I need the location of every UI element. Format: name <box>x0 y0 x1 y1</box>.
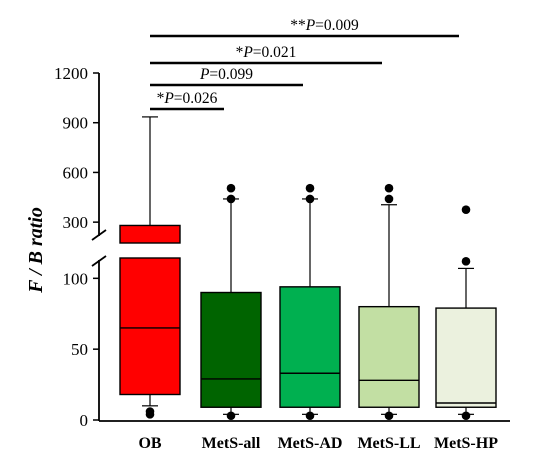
x-category-label: MetS-AD <box>278 435 343 452</box>
significance-label: *P=0.021 <box>236 44 297 61</box>
significance-brackets: *P=0.026 P=0.099 *P=0.021 **P=0.009 <box>150 17 459 111</box>
y-tick-label: 50 <box>71 340 88 359</box>
y-tick-label: 0 <box>80 411 89 430</box>
x-category-label: OB <box>138 435 161 452</box>
axes: 0 50 100 300 600 900 1200 <box>54 64 510 430</box>
box-body <box>279 286 341 408</box>
box-body <box>200 291 262 408</box>
outlier-point <box>461 257 471 266</box>
y-axis-label: F / B ratio <box>25 207 47 294</box>
significance-label: *P=0.026 <box>157 90 218 107</box>
y-tick-label: 1200 <box>54 64 88 83</box>
box-body <box>435 307 497 408</box>
x-category-label: MetS-HP <box>434 435 498 452</box>
x-category-label: MetS-all <box>202 435 261 452</box>
box-body <box>358 305 420 408</box>
outlier-point <box>145 410 155 419</box>
outlier-point <box>461 411 471 421</box>
outlier-point <box>226 411 236 421</box>
y-tick-label: 900 <box>63 114 89 133</box>
box-mets-hp: MetS-HP <box>434 205 498 452</box>
boxes: OB MetS-all MetS-AD MetS-LL MetS-HP <box>119 116 498 452</box>
box-body-lower <box>119 257 181 396</box>
box-mets-all: MetS-all <box>200 183 262 452</box>
significance-label: P=0.099 <box>199 66 253 83</box>
outlier-point <box>384 183 394 193</box>
outlier-point <box>305 411 315 421</box>
outlier-point <box>305 183 315 193</box>
outlier-point <box>305 194 315 204</box>
axis-break-mark <box>91 229 107 241</box>
y-tick-label: 100 <box>63 269 89 288</box>
outlier-point <box>384 194 394 204</box>
significance-label: **P=0.009 <box>290 17 359 34</box>
outlier-point <box>226 194 236 204</box>
outlier-point <box>226 183 236 193</box>
box-body-upper <box>119 224 181 244</box>
x-category-label: MetS-LL <box>357 435 420 452</box>
outlier-point <box>384 411 394 421</box>
box-ob: OB <box>119 116 181 452</box>
box-mets-ad: MetS-AD <box>278 183 343 452</box>
box-mets-ll: MetS-LL <box>357 183 421 452</box>
axis-break-mark <box>91 255 107 267</box>
y-tick-label: 300 <box>63 213 89 232</box>
y-tick-label: 600 <box>63 163 89 182</box>
outlier-point <box>461 205 471 215</box>
